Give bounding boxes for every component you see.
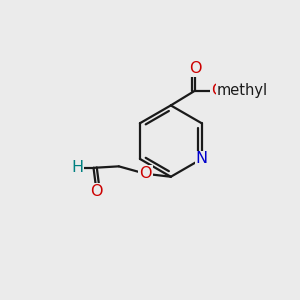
Text: O: O [139,166,152,181]
Text: methyl: methyl [216,83,267,98]
Text: O: O [90,184,103,199]
Text: O: O [189,61,201,76]
Text: N: N [196,152,208,166]
Text: H: H [71,160,83,175]
Text: O: O [211,83,224,98]
